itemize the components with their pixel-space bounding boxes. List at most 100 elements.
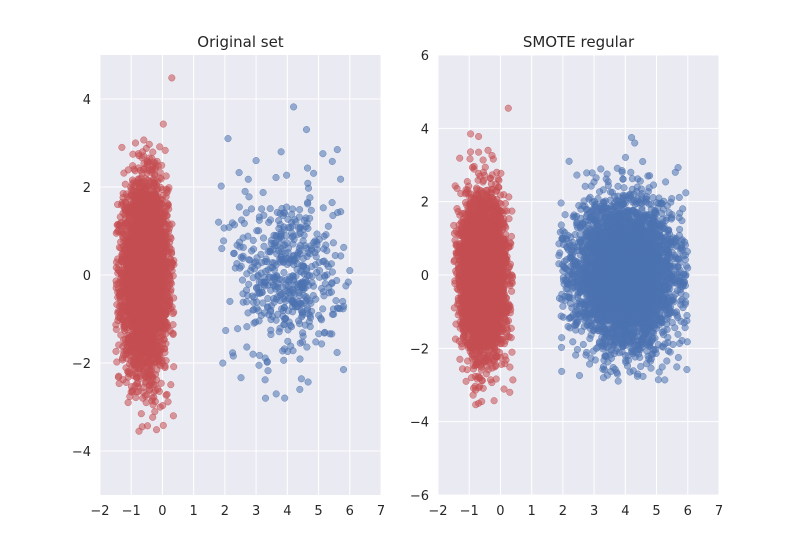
- point-class-red: [162, 193, 170, 201]
- point-class-blue: [280, 268, 288, 277]
- point-class-red: [134, 275, 142, 283]
- point-class-red: [168, 260, 176, 268]
- point-class-red: [127, 383, 136, 391]
- point-class-blue: [310, 169, 318, 177]
- point-class-red: [145, 167, 153, 175]
- point-class-red: [168, 74, 176, 82]
- point-class-blue: [273, 208, 281, 216]
- point-class-blue: [281, 394, 289, 402]
- point-class-red: [159, 120, 167, 128]
- point-class-red: [151, 381, 159, 389]
- point-class-red: [120, 169, 128, 177]
- point-class-red: [167, 381, 175, 389]
- point-class-red: [112, 347, 120, 355]
- point-class-red: [165, 205, 173, 213]
- point-class-red: [129, 224, 137, 232]
- point-class-blue: [266, 205, 274, 213]
- point-class-red: [143, 391, 151, 399]
- point-class-blue: [265, 311, 273, 319]
- point-class-blue: [319, 150, 327, 158]
- point-class-red: [115, 372, 123, 380]
- point-class-blue: [320, 329, 328, 337]
- point-class-red: [126, 258, 134, 266]
- point-class-blue: [311, 249, 319, 257]
- point-class-blue: [333, 276, 341, 285]
- point-class-blue: [261, 376, 269, 384]
- point-class-blue: [250, 293, 258, 301]
- point-class-red: [146, 252, 154, 261]
- point-class-blue: [219, 359, 227, 367]
- point-class-red: [140, 136, 148, 144]
- point-class-blue: [222, 326, 230, 335]
- point-class-blue: [296, 292, 304, 300]
- point-class-blue: [260, 278, 268, 286]
- point-class-red: [137, 410, 145, 418]
- point-class-red: [148, 275, 156, 283]
- point-class-blue: [337, 175, 345, 183]
- point-class-red: [144, 157, 152, 165]
- point-class-red: [120, 347, 128, 355]
- point-class-red: [159, 401, 167, 410]
- point-class-red: [152, 426, 161, 434]
- point-class-blue: [328, 330, 336, 338]
- point-class-red: [139, 217, 147, 225]
- point-class-blue: [255, 361, 263, 369]
- point-class-red: [126, 392, 134, 401]
- point-class-red: [127, 369, 135, 377]
- point-class-blue: [235, 203, 243, 211]
- point-class-red: [159, 421, 167, 429]
- point-class-red: [147, 371, 155, 379]
- point-class-red: [124, 335, 132, 343]
- point-class-blue: [247, 205, 256, 213]
- point-class-blue: [266, 216, 275, 224]
- point-class-blue: [322, 231, 330, 239]
- point-class-red: [153, 304, 161, 312]
- point-class-blue: [300, 270, 308, 278]
- point-class-blue: [336, 305, 344, 313]
- point-class-red: [132, 294, 140, 302]
- point-class-red: [165, 221, 173, 229]
- point-class-red: [128, 322, 136, 330]
- point-class-blue: [275, 328, 283, 336]
- point-class-blue: [280, 345, 288, 353]
- point-class-red: [148, 315, 156, 323]
- point-class-blue: [239, 234, 247, 242]
- point-class-blue: [307, 206, 315, 214]
- point-class-red: [122, 378, 130, 386]
- point-class-red: [123, 354, 131, 362]
- point-class-red: [165, 227, 173, 235]
- point-class-red: [168, 249, 176, 258]
- point-class-blue: [319, 305, 327, 313]
- point-class-red: [132, 393, 140, 402]
- point-class-red: [148, 336, 156, 344]
- point-class-blue: [320, 292, 328, 300]
- point-class-red: [142, 307, 150, 315]
- point-class-red: [153, 319, 162, 327]
- point-class-red: [112, 325, 120, 333]
- point-class-blue: [260, 242, 268, 250]
- point-class-red: [143, 267, 152, 275]
- point-class-red: [164, 398, 172, 406]
- point-class-red: [127, 240, 135, 248]
- point-class-blue: [267, 286, 275, 294]
- point-class-red: [162, 357, 170, 365]
- point-class-blue: [272, 316, 280, 324]
- point-class-red: [122, 219, 130, 227]
- point-class-blue: [255, 317, 263, 325]
- point-class-red: [122, 198, 130, 206]
- point-class-blue: [229, 349, 237, 357]
- point-class-red: [131, 214, 139, 222]
- point-class-blue: [303, 164, 312, 172]
- point-class-blue: [300, 216, 309, 225]
- point-class-red: [135, 152, 143, 160]
- point-class-red: [148, 329, 156, 337]
- point-class-blue: [239, 254, 247, 262]
- point-class-blue: [243, 343, 251, 351]
- point-class-blue: [236, 264, 244, 272]
- point-class-red: [153, 354, 161, 362]
- point-class-red: [113, 358, 121, 366]
- point-class-red: [162, 310, 170, 318]
- point-class-blue: [264, 367, 272, 375]
